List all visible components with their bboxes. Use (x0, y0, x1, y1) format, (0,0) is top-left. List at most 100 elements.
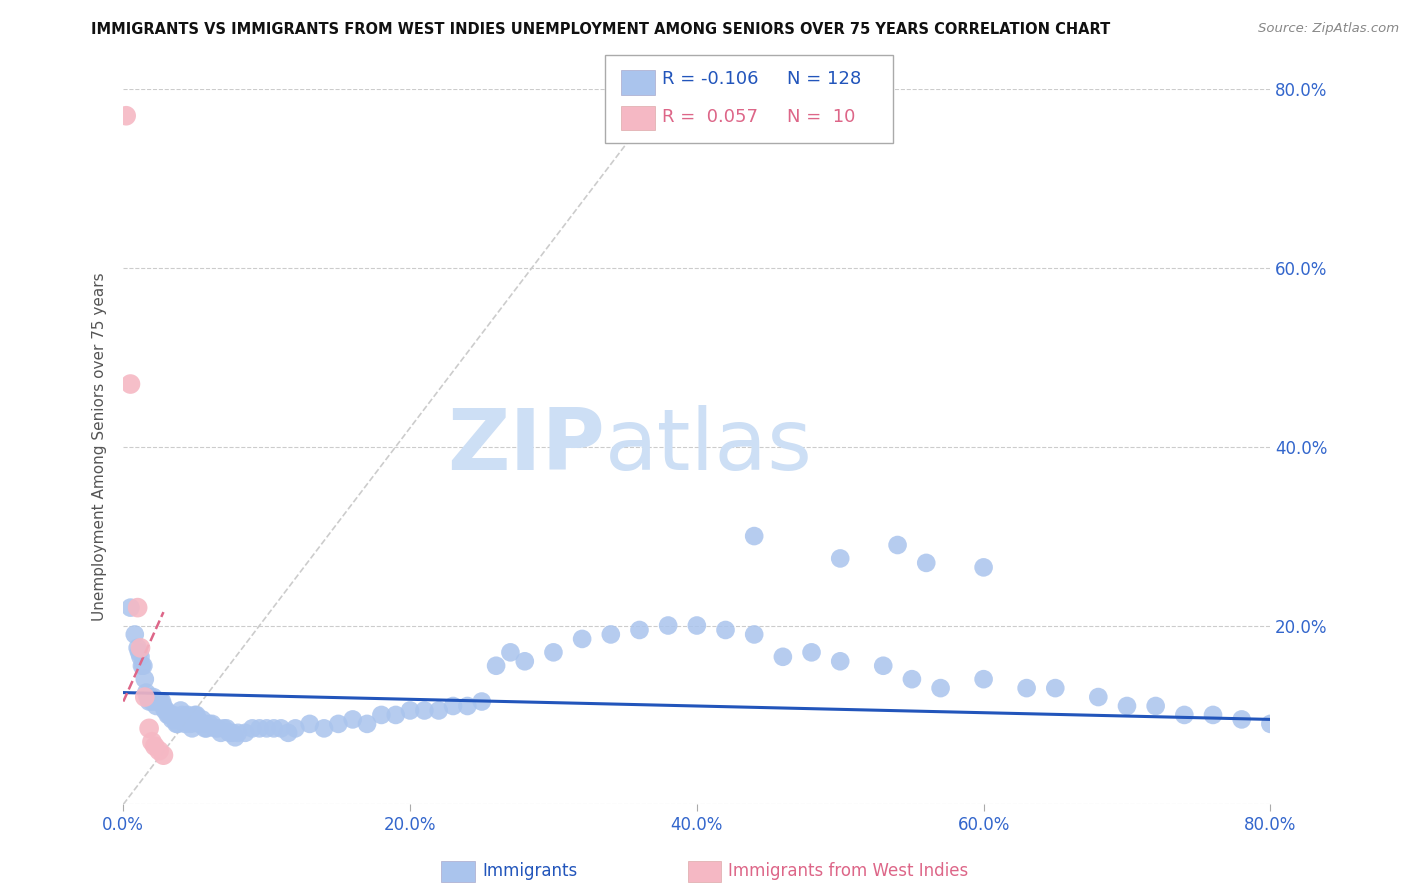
Point (209, 726, 232, 740)
Point (485, 658, 508, 673)
Point (186, 708, 208, 723)
Point (1116, 698, 1139, 713)
Point (187, 713, 209, 727)
Point (120, 600, 142, 615)
Point (277, 726, 299, 740)
Point (156, 708, 179, 723)
Point (1230, 713, 1253, 727)
Point (166, 717, 188, 731)
Point (742, 627, 765, 641)
Y-axis label: Unemployment Among Seniors over 75 years: Unemployment Among Seniors over 75 years (93, 272, 107, 621)
Point (143, 694, 166, 708)
Text: N = 128: N = 128 (787, 70, 862, 88)
Point (830, 551, 852, 566)
Point (148, 694, 170, 708)
Point (141, 694, 163, 708)
Point (152, 748, 174, 763)
Point (129, 640, 152, 655)
Point (212, 722, 235, 736)
Point (153, 703, 176, 717)
Point (915, 556, 938, 570)
Point (136, 690, 159, 704)
Point (1144, 698, 1167, 713)
Point (312, 722, 335, 736)
Point (181, 722, 204, 736)
Point (1260, 717, 1282, 731)
Point (215, 722, 238, 736)
Point (256, 722, 278, 736)
Point (427, 703, 450, 717)
Point (973, 672, 995, 686)
Point (177, 708, 200, 723)
Point (143, 739, 166, 754)
Point (128, 645, 150, 659)
Text: atlas: atlas (605, 405, 813, 488)
Point (441, 698, 464, 713)
Point (270, 722, 292, 736)
Point (571, 632, 593, 646)
Point (233, 726, 256, 740)
Point (180, 717, 202, 731)
Point (188, 717, 211, 731)
Point (1173, 708, 1195, 723)
Point (599, 627, 621, 641)
Point (342, 713, 364, 727)
Text: R =  0.057: R = 0.057 (662, 108, 758, 126)
Point (328, 717, 350, 731)
Point (399, 703, 422, 717)
Point (159, 708, 181, 723)
Point (173, 713, 195, 727)
Point (686, 618, 709, 632)
Point (886, 538, 908, 552)
Point (191, 713, 214, 727)
Point (1087, 690, 1109, 704)
Point (456, 698, 478, 713)
Point (1015, 681, 1038, 695)
Point (169, 703, 191, 717)
Point (284, 722, 307, 736)
Point (194, 722, 217, 736)
Point (471, 694, 494, 708)
Point (150, 694, 173, 708)
Point (973, 560, 995, 574)
Point (218, 726, 240, 740)
Point (138, 722, 160, 736)
Point (513, 654, 536, 668)
Point (657, 618, 679, 632)
Point (152, 698, 174, 713)
Point (172, 708, 194, 723)
Point (124, 627, 146, 641)
Point (742, 529, 765, 543)
Point (115, 109, 138, 123)
Point (370, 708, 392, 723)
Point (872, 658, 894, 673)
Point (141, 735, 163, 749)
Point (184, 708, 207, 723)
Point (195, 722, 218, 736)
Point (221, 726, 243, 740)
Point (149, 694, 172, 708)
Point (138, 694, 160, 708)
Point (499, 645, 522, 659)
Point (929, 681, 952, 695)
Point (174, 717, 197, 731)
Point (772, 649, 794, 664)
Text: Immigrants from West Indies: Immigrants from West Indies (728, 863, 969, 880)
Point (298, 717, 321, 731)
Point (714, 623, 737, 637)
Point (901, 672, 924, 686)
Point (628, 623, 651, 637)
Text: Immigrants: Immigrants (482, 863, 578, 880)
Point (198, 717, 221, 731)
Point (543, 645, 565, 659)
Point (162, 708, 184, 723)
Point (134, 690, 156, 704)
Point (1045, 681, 1067, 695)
Point (127, 640, 149, 655)
Point (201, 717, 224, 731)
Point (207, 722, 229, 736)
Point (384, 708, 406, 723)
Point (145, 698, 167, 713)
Point (249, 722, 271, 736)
Text: N =  10: N = 10 (787, 108, 856, 126)
